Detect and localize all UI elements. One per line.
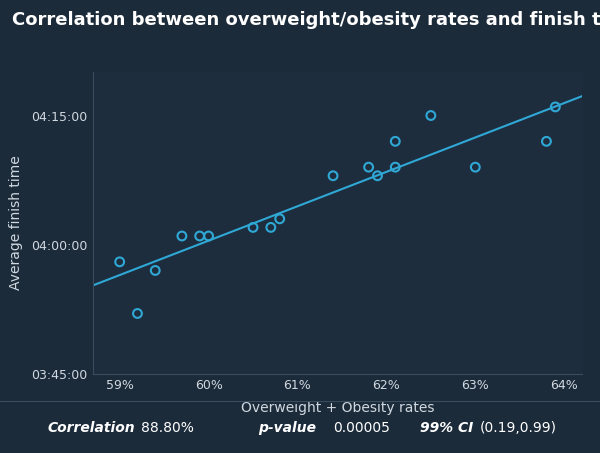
Point xyxy=(328,172,338,179)
X-axis label: Overweight + Obesity rates: Overweight + Obesity rates xyxy=(241,400,434,414)
Point xyxy=(248,224,258,231)
Text: 0.00005: 0.00005 xyxy=(333,421,390,435)
Y-axis label: Average finish time: Average finish time xyxy=(9,156,23,290)
Text: Correlation: Correlation xyxy=(48,421,136,435)
Point xyxy=(391,138,400,145)
Point xyxy=(195,232,205,240)
Point xyxy=(133,310,142,317)
Text: p-value: p-value xyxy=(258,421,316,435)
Point xyxy=(115,258,124,265)
Point xyxy=(373,172,382,179)
Point xyxy=(470,164,480,171)
Point xyxy=(542,138,551,145)
Point xyxy=(151,267,160,274)
Point xyxy=(204,232,214,240)
Point xyxy=(364,164,373,171)
Point xyxy=(266,224,275,231)
Point xyxy=(177,232,187,240)
Text: 88.80%: 88.80% xyxy=(141,421,194,435)
Point xyxy=(391,164,400,171)
Point xyxy=(275,215,284,222)
Text: 99% CI: 99% CI xyxy=(420,421,473,435)
Point xyxy=(551,103,560,111)
Text: (0.19,0.99): (0.19,0.99) xyxy=(480,421,557,435)
Point xyxy=(426,112,436,119)
Text: Correlation between overweight/obesity rates and finish time: Correlation between overweight/obesity r… xyxy=(12,11,600,29)
